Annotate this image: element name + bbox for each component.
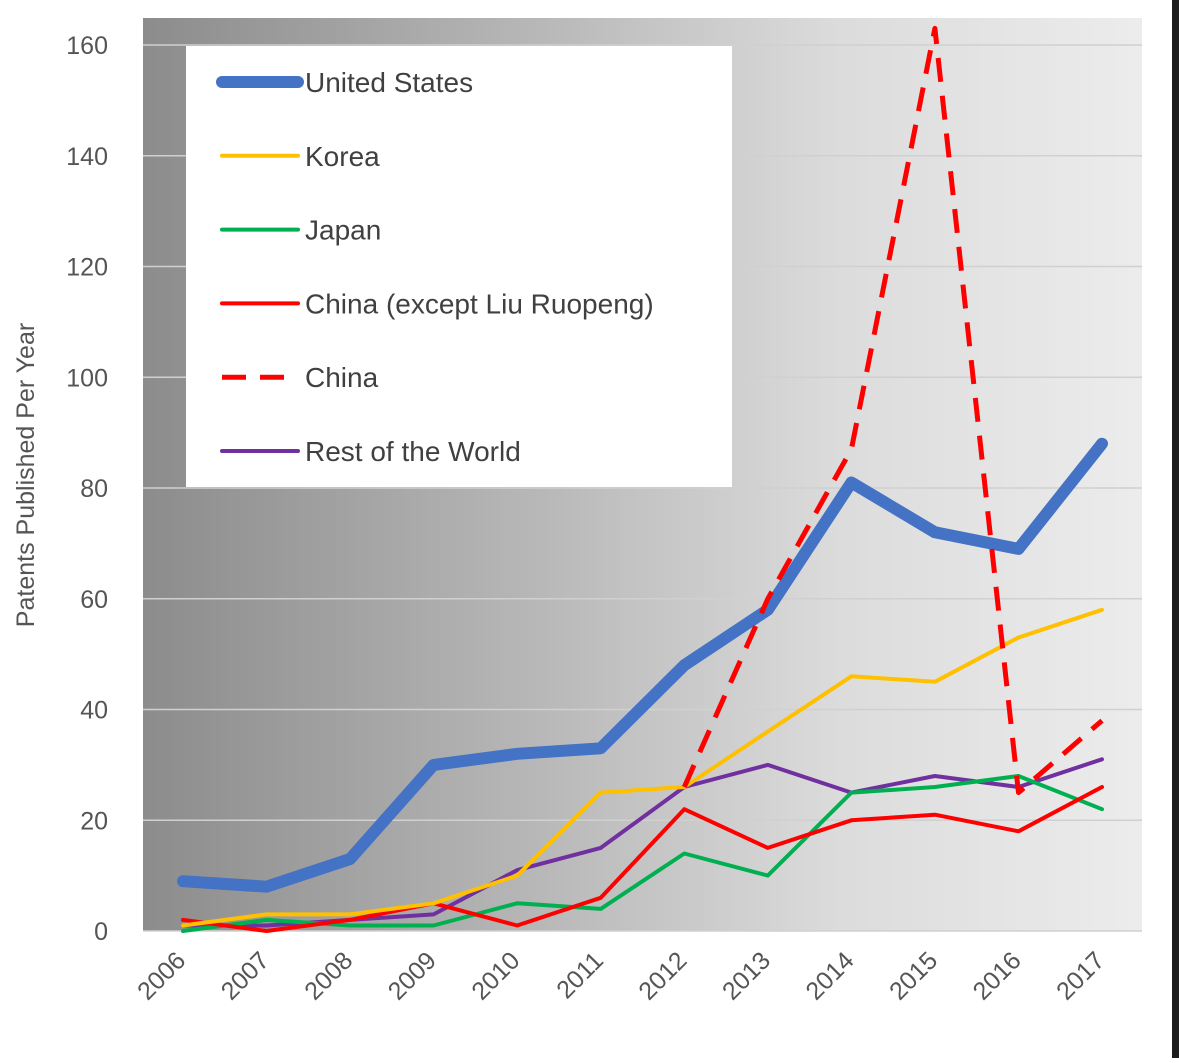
x-tick-label: 2007 <box>216 946 275 1005</box>
y-axis-title: Patents Published Per Year <box>12 323 40 627</box>
series-line <box>177 437 1108 893</box>
y-tick-label: 140 <box>66 143 108 171</box>
y-tick-label: 40 <box>80 697 108 725</box>
y-tick-label: 160 <box>66 32 108 60</box>
x-tick-label: 2014 <box>800 946 859 1005</box>
y-tick-label: 100 <box>66 364 108 392</box>
series-line <box>181 785 1104 933</box>
x-axis-ticks: 2006 2007 2008 2009 2010 2011 2012 2013 2014 2015… <box>132 946 1110 1005</box>
y-tick-label: 60 <box>80 586 108 614</box>
x-tick-label: 2008 <box>299 946 358 1005</box>
series-line <box>181 774 1104 933</box>
legend-label: China (except Liu Ruopeng) <box>305 288 654 319</box>
x-tick-label: 2009 <box>383 946 442 1005</box>
legend-label: Rest of the World <box>305 436 521 467</box>
legend-box <box>186 46 732 487</box>
y-tick-label: 20 <box>80 807 108 835</box>
legend: United States Korea Japan China (except Liu… <box>186 46 732 487</box>
x-tick-label: 2006 <box>132 946 191 1005</box>
x-tick-label: 2010 <box>466 946 525 1005</box>
x-tick-label: 2012 <box>633 946 692 1005</box>
series-lines <box>177 25 1108 933</box>
x-tick-label: 2017 <box>1051 946 1110 1005</box>
x-tick-label: 2016 <box>968 946 1027 1005</box>
x-tick-label: 2015 <box>884 946 943 1005</box>
y-axis-ticks: 0 20 40 60 80 100 120 140 160 <box>66 32 108 946</box>
y-tick-label: 120 <box>66 254 108 282</box>
series-line <box>682 25 1104 796</box>
x-tick-label: 2011 <box>551 946 609 1004</box>
legend-label: Japan <box>305 215 381 246</box>
x-tick-label: 2013 <box>717 946 776 1005</box>
y-tick-label: 80 <box>80 475 108 503</box>
legend-label: Korea <box>305 141 380 172</box>
series-line <box>181 607 1104 928</box>
y-tick-label: 0 <box>94 918 108 946</box>
legend-label: United States <box>305 67 473 98</box>
window-edge <box>1172 0 1179 1058</box>
legend-label: China <box>305 362 379 393</box>
